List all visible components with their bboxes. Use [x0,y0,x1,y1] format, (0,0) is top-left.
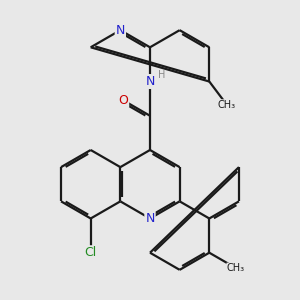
Text: N: N [145,212,155,225]
Text: CH₃: CH₃ [218,100,236,110]
Text: CH₃: CH₃ [227,263,245,273]
Text: O: O [118,94,128,107]
Text: N: N [145,75,155,88]
Text: N: N [116,24,125,37]
Text: Cl: Cl [85,246,97,259]
Text: H: H [158,70,166,80]
